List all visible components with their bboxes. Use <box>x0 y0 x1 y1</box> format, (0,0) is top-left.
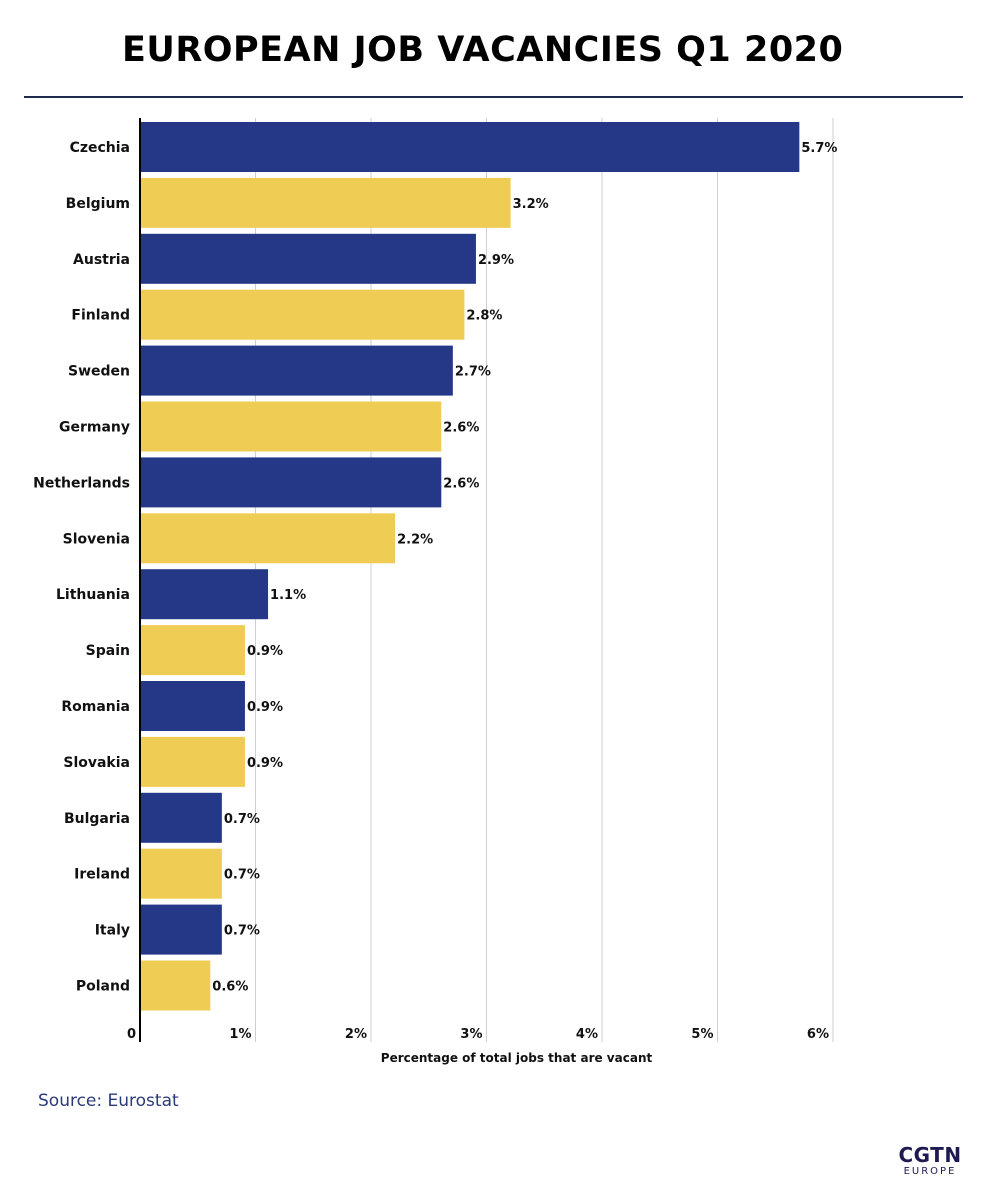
value-label: 0.7% <box>224 812 260 827</box>
bar-spain <box>141 625 245 676</box>
value-label: 0.9% <box>247 700 283 715</box>
value-label: 0.6% <box>212 980 248 995</box>
bar-poland <box>141 960 211 1011</box>
bar-finland <box>141 289 465 340</box>
value-label: 2.8% <box>466 309 502 324</box>
bar-chart: Czechia 5.7% Belgium 3.2% Austria 2.9% Finland… <box>33 118 837 1065</box>
value-label: 2.6% <box>443 476 479 491</box>
tick-label: 0 <box>127 1027 136 1042</box>
category-label: Finland <box>71 308 130 324</box>
bar-lithuania <box>141 569 269 620</box>
logo-sub-text: EUROPE <box>903 1166 957 1177</box>
category-label: Lithuania <box>56 587 130 603</box>
bar-slovenia <box>141 513 396 564</box>
bar-netherlands <box>141 457 442 508</box>
bar-austria <box>141 233 476 284</box>
tick-label: 3% <box>460 1027 482 1042</box>
source-note: Source: Eurostat <box>38 1091 179 1111</box>
bar-ireland <box>141 848 222 899</box>
value-label: 2.7% <box>455 365 491 380</box>
bar-bulgaria <box>141 792 222 843</box>
bar-czechia <box>141 122 800 172</box>
value-label: 0.7% <box>224 868 260 883</box>
category-label: Netherlands <box>33 475 130 491</box>
tick-label: 5% <box>691 1027 713 1042</box>
value-label: 5.7% <box>801 141 837 156</box>
category-label: Sweden <box>68 364 130 380</box>
category-label: Slovakia <box>63 755 130 771</box>
category-label: Austria <box>73 252 130 268</box>
bar-sweden <box>141 345 453 396</box>
tick-label: 2% <box>345 1027 367 1042</box>
value-label: 2.2% <box>397 532 433 547</box>
value-label: 0.7% <box>224 924 260 939</box>
logo-main-text: CGTN <box>898 1143 962 1167</box>
category-label: Czechia <box>70 140 130 156</box>
bar-belgium <box>141 177 511 228</box>
category-label: Italy <box>95 923 130 939</box>
value-label: 0.9% <box>247 644 283 659</box>
value-label: 3.2% <box>513 197 549 212</box>
value-label: 2.6% <box>443 421 479 436</box>
bar-slovakia <box>141 736 245 787</box>
bar-germany <box>141 401 442 452</box>
category-label: Belgium <box>66 196 130 212</box>
tick-label: 1% <box>229 1027 251 1042</box>
x-axis-label: Percentage of total jobs that are vacant <box>381 1051 653 1065</box>
chart-title: EUROPEAN JOB VACANCIES Q1 2020 <box>122 30 844 70</box>
category-label: Romania <box>61 699 130 715</box>
category-label: Slovenia <box>63 531 130 547</box>
category-label: Poland <box>76 979 130 995</box>
category-label: Spain <box>86 643 130 659</box>
value-label: 1.1% <box>270 588 306 603</box>
category-label: Bulgaria <box>64 811 130 827</box>
value-label: 2.9% <box>478 253 514 268</box>
tick-label: 6% <box>807 1027 829 1042</box>
category-label: Ireland <box>74 867 130 883</box>
category-label: Germany <box>59 420 130 436</box>
bar-romania <box>141 681 245 731</box>
value-label: 0.9% <box>247 756 283 771</box>
bar-italy <box>141 904 222 955</box>
tick-label: 4% <box>576 1027 598 1042</box>
cgtn-logo: CGTN EUROPE <box>892 1144 968 1177</box>
title-divider <box>24 96 963 98</box>
